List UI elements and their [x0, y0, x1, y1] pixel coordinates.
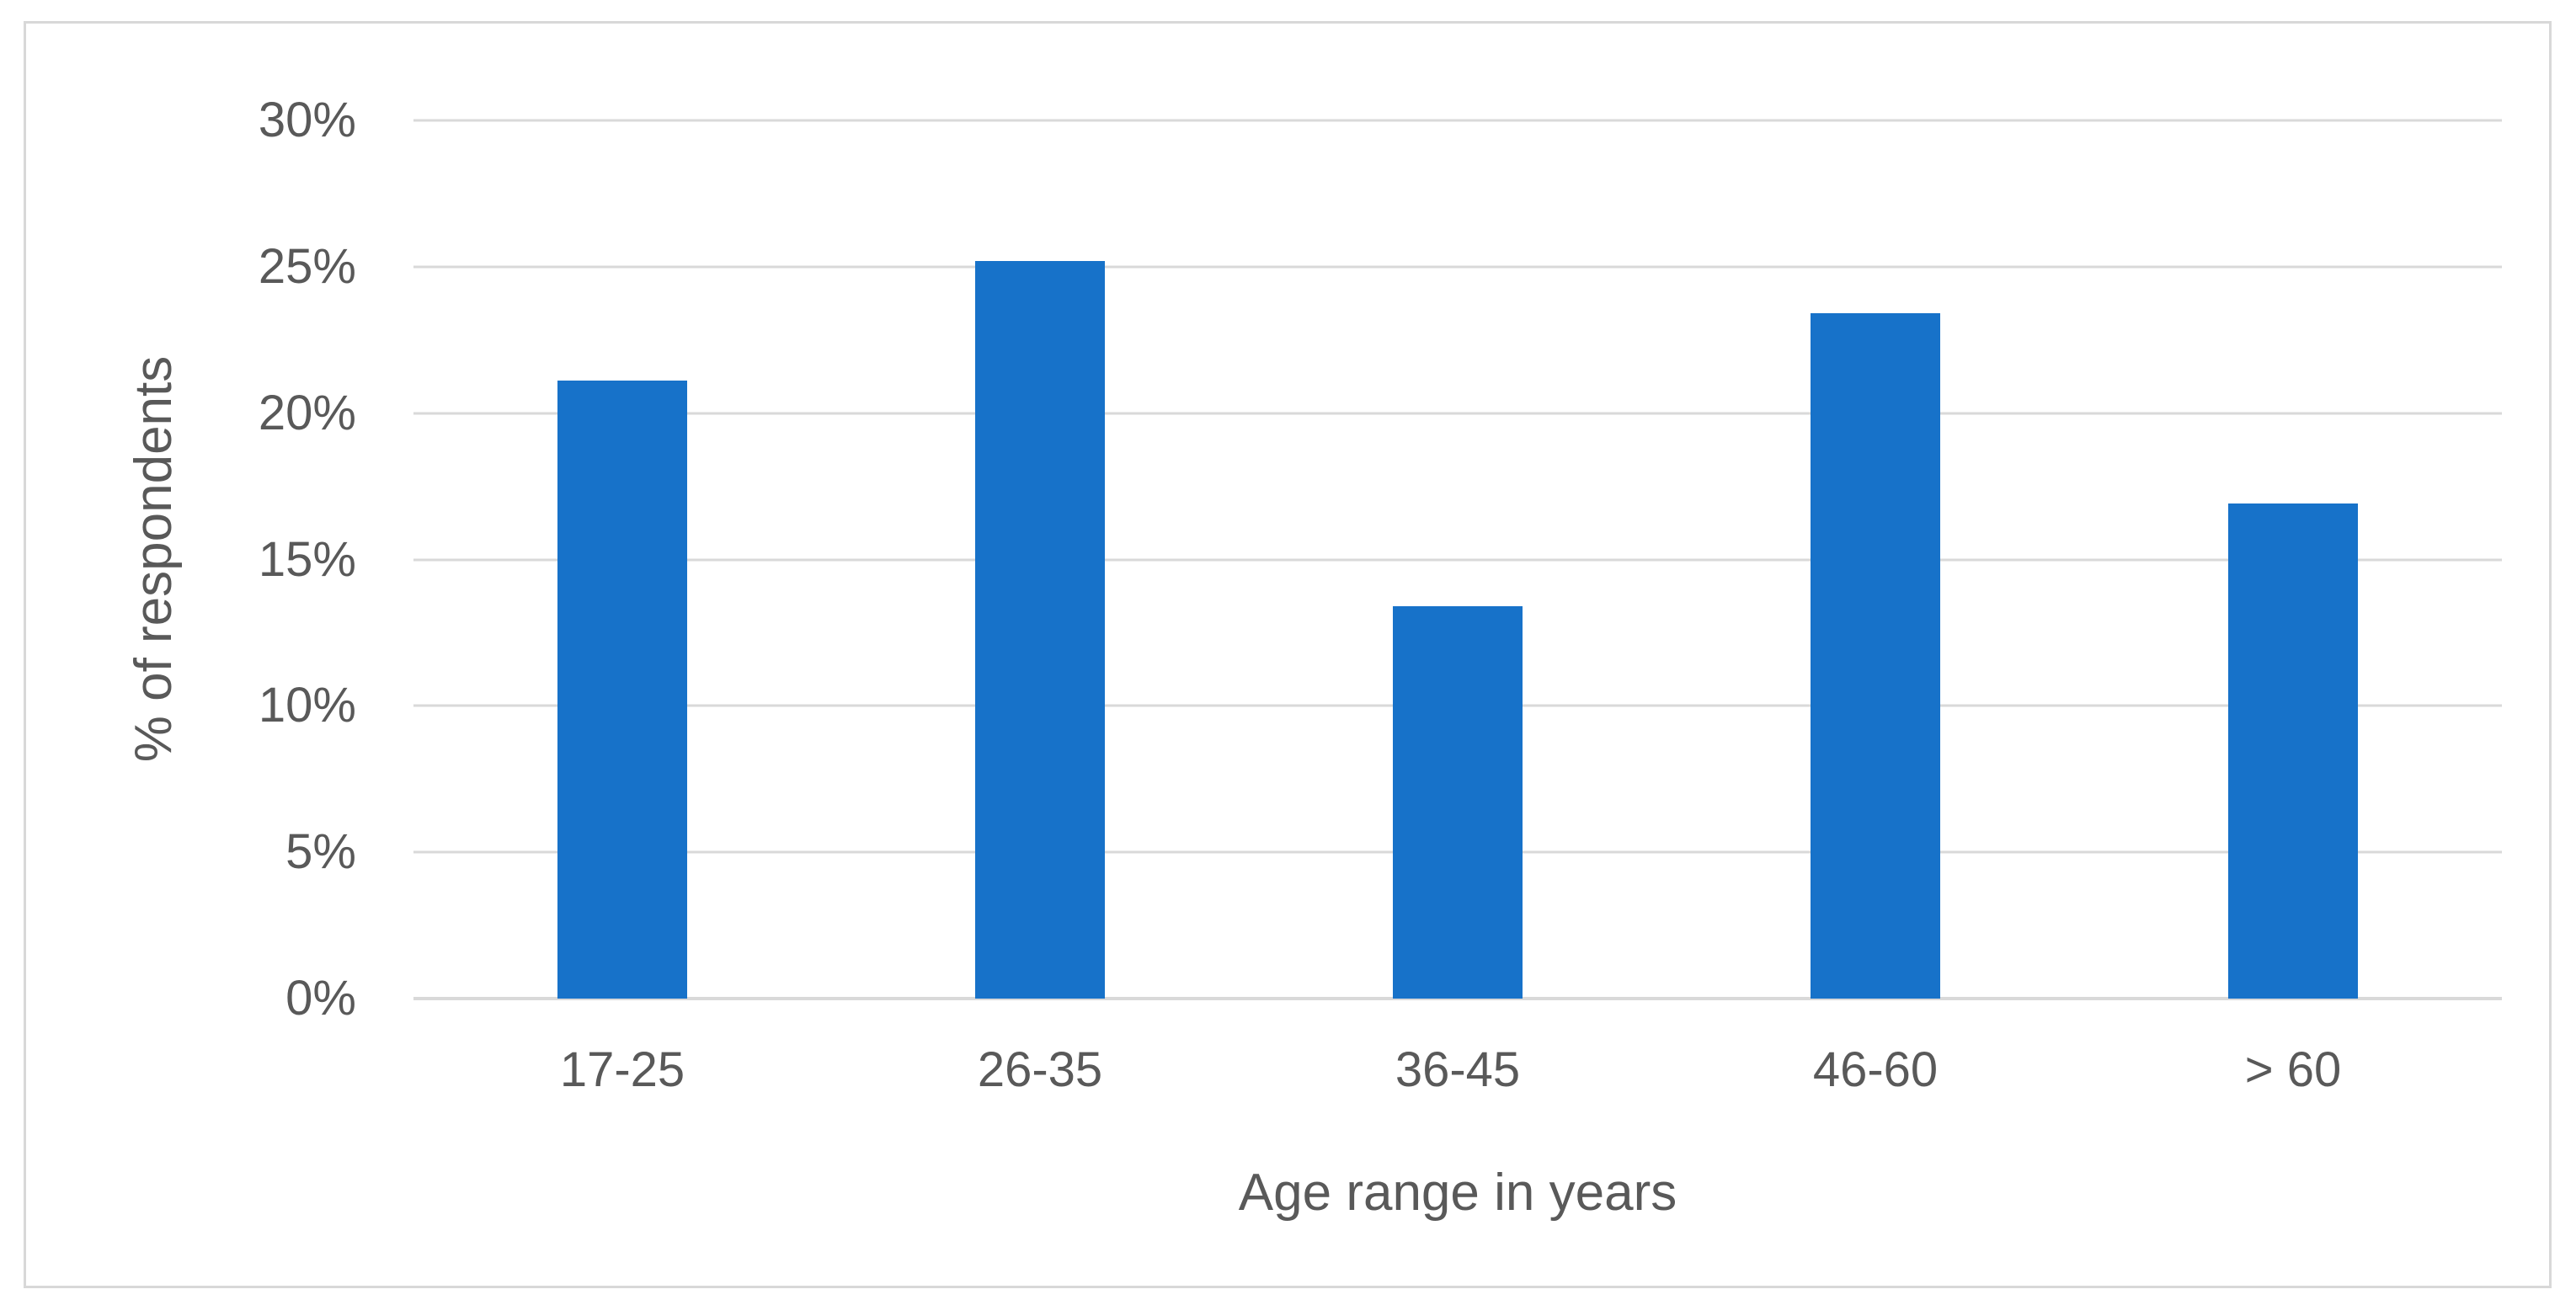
x-tick-label-1725: 17-25: [559, 1042, 685, 1097]
chart-frame: 0% 5% 10% 15% 20% 25% 30% 17-25 26-35 36-45 46-60…: [24, 21, 2552, 1288]
y-tick-label-10: 10%: [258, 678, 356, 733]
x-tick-label-3645: 36-45: [1395, 1042, 1521, 1097]
plot-area: [413, 119, 2502, 1000]
gridline-30: [413, 119, 2502, 122]
bar-4660: [1811, 313, 1940, 999]
x-axis-title: Age range in years: [1238, 1164, 1677, 1222]
gridline-25: [413, 265, 2502, 269]
gridline-15: [413, 558, 2502, 561]
y-tick-label-30: 30%: [258, 93, 356, 147]
y-axis-title: % of respondents: [125, 355, 183, 763]
x-tick-label-60: > 60: [2244, 1042, 2342, 1097]
y-tick-label-20: 20%: [258, 385, 356, 440]
bar-60: [2228, 503, 2358, 999]
x-tick-label-2635: 26-35: [977, 1042, 1103, 1097]
y-tick-label-15: 15%: [258, 531, 356, 587]
x-axis-line: [413, 997, 2502, 1000]
bar-1725: [557, 381, 687, 999]
y-tick-label-5: 5%: [285, 824, 356, 880]
bar-2635: [975, 260, 1105, 999]
x-tick-label-4660: 46-60: [1812, 1042, 1939, 1097]
y-tick-label-0: 0%: [285, 971, 356, 1026]
bar-3645: [1393, 606, 1523, 999]
y-tick-label-25: 25%: [258, 238, 356, 294]
gridline-20: [413, 412, 2502, 415]
